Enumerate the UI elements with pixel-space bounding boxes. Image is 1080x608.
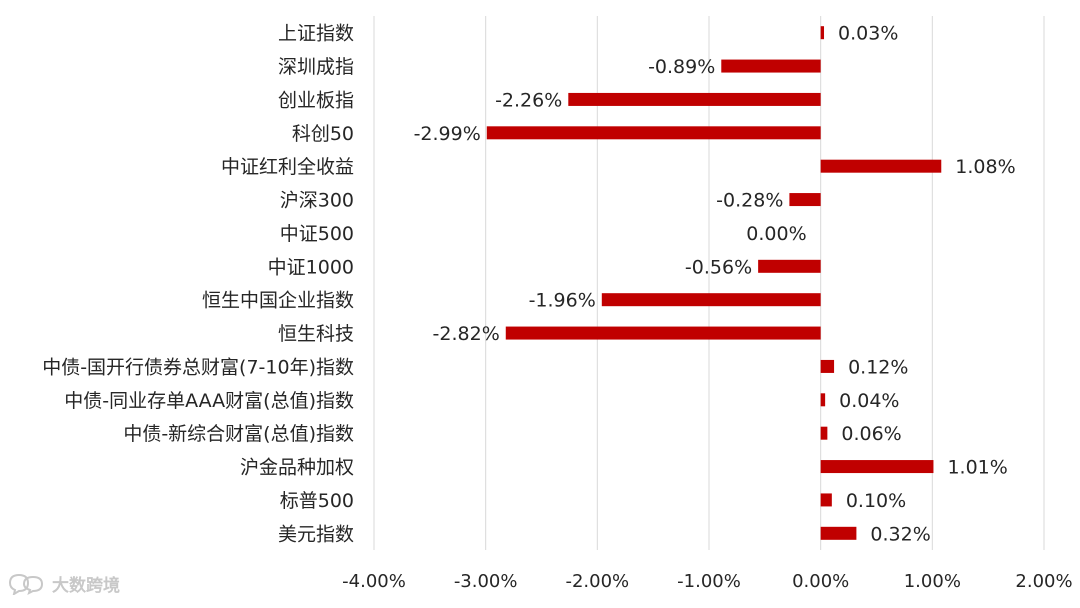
data-label: 0.10%: [846, 490, 906, 512]
category-label: 深圳成指: [278, 56, 354, 78]
category-label: 科创50: [292, 123, 354, 145]
category-label: 恒生科技: [278, 323, 354, 345]
bar: [568, 92, 821, 106]
chat-bubble-icon: [8, 573, 46, 595]
data-label: 0.06%: [841, 423, 901, 445]
bar: [820, 493, 832, 507]
data-label: -0.56%: [685, 256, 752, 278]
bar: [601, 293, 821, 307]
category-label: 中证1000: [268, 256, 354, 278]
bar: [820, 526, 857, 540]
x-tick-label: -4.00%: [342, 571, 406, 592]
category-label: 创业板指: [278, 89, 354, 111]
x-tick-label: 2.00%: [1015, 571, 1072, 592]
x-tick-label: 0.00%: [792, 571, 849, 592]
category-label: 沪金品种加权: [240, 457, 354, 479]
x-tick-label: -1.00%: [677, 571, 741, 592]
x-tick-label: -3.00%: [454, 571, 518, 592]
category-label: 中债-同业存单AAA财富(总值)指数: [64, 390, 354, 412]
category-label: 恒生中国企业指数: [202, 290, 354, 312]
data-label: 0.00%: [746, 223, 806, 245]
category-label: 上证指数: [278, 23, 354, 45]
bar: [505, 326, 821, 340]
x-tick-label: 1.00%: [904, 571, 961, 592]
data-label: -1.96%: [529, 290, 596, 312]
category-label: 中证500: [280, 223, 354, 245]
data-label: -2.82%: [433, 323, 500, 345]
category-label: 标普500: [280, 490, 354, 512]
data-label: -2.26%: [495, 89, 562, 111]
bar: [820, 393, 826, 407]
data-label: -0.89%: [648, 56, 715, 78]
data-label: 0.03%: [838, 23, 898, 45]
category-label: 沪深300: [280, 190, 354, 212]
bar: [820, 159, 942, 173]
data-label: -2.99%: [414, 123, 481, 145]
watermark-text: 大数跨境: [52, 576, 120, 596]
bar: [820, 26, 825, 40]
data-label: 0.04%: [839, 390, 899, 412]
data-label: 1.01%: [947, 457, 1007, 479]
bar: [721, 59, 821, 73]
data-label: 1.08%: [955, 156, 1015, 178]
bar: [820, 460, 934, 474]
category-label: 美元指数: [278, 523, 354, 545]
category-label: 中证红利全收益: [221, 156, 354, 178]
x-axis-tick-labels: -4.00% -3.00% -2.00% -1.00% 0.00% 1.00% 2.00%: [342, 571, 1072, 592]
watermark: 大数跨境: [8, 571, 120, 596]
category-label: 中债-国开行债券总财富(7-10年)指数: [42, 356, 354, 378]
bar: [789, 193, 821, 207]
data-label: -0.28%: [716, 190, 783, 212]
bar: [820, 359, 835, 373]
bars: [486, 26, 942, 540]
data-labels: 0.03% -0.89% -2.26% -2.99% 1.08% -0.28% 0.00% -…: [414, 23, 1016, 546]
bar: [758, 259, 821, 273]
data-label: 0.32%: [870, 523, 930, 545]
data-label: 0.12%: [848, 356, 908, 378]
x-tick-label: -2.00%: [565, 571, 629, 592]
category-label: 中债-新综合财富(总值)指数: [123, 423, 354, 445]
bar: [820, 426, 828, 440]
bar: [486, 126, 821, 140]
